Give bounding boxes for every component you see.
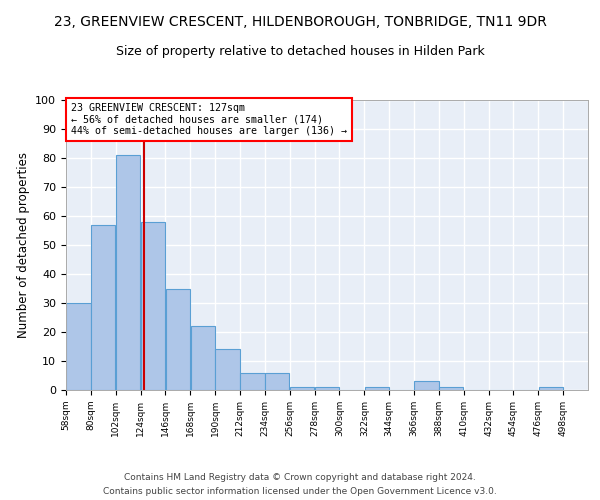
Text: Contains public sector information licensed under the Open Government Licence v3: Contains public sector information licen… xyxy=(103,488,497,496)
Bar xyxy=(365,387,389,390)
Bar xyxy=(240,372,265,390)
Bar xyxy=(290,387,314,390)
Bar xyxy=(215,350,240,390)
Bar xyxy=(315,387,339,390)
Bar xyxy=(166,288,190,390)
Text: Contains HM Land Registry data © Crown copyright and database right 2024.: Contains HM Land Registry data © Crown c… xyxy=(124,472,476,482)
Text: 23 GREENVIEW CRESCENT: 127sqm
← 56% of detached houses are smaller (174)
44% of : 23 GREENVIEW CRESCENT: 127sqm ← 56% of d… xyxy=(71,103,347,136)
Bar xyxy=(539,387,563,390)
Bar xyxy=(414,382,439,390)
Bar xyxy=(141,222,165,390)
Bar xyxy=(91,224,115,390)
Text: Size of property relative to detached houses in Hilden Park: Size of property relative to detached ho… xyxy=(116,45,484,58)
Text: 23, GREENVIEW CRESCENT, HILDENBOROUGH, TONBRIDGE, TN11 9DR: 23, GREENVIEW CRESCENT, HILDENBOROUGH, T… xyxy=(53,15,547,29)
Y-axis label: Number of detached properties: Number of detached properties xyxy=(17,152,30,338)
Bar xyxy=(265,372,289,390)
Bar xyxy=(66,303,91,390)
Bar xyxy=(191,326,215,390)
Bar xyxy=(116,155,140,390)
Bar xyxy=(439,387,463,390)
